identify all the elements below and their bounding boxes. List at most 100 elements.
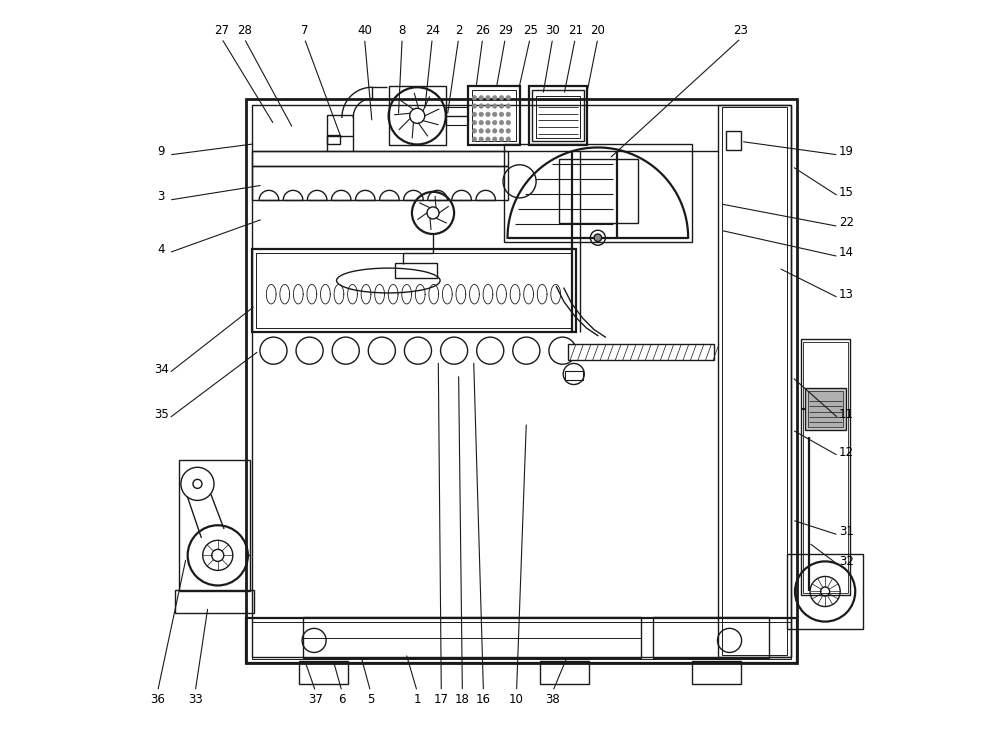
Bar: [472, 90, 516, 142]
Text: 16: 16: [476, 693, 491, 706]
Bar: [653, 617, 769, 658]
Bar: [468, 87, 520, 146]
Bar: [299, 661, 348, 684]
Text: 24: 24: [425, 24, 440, 37]
Circle shape: [499, 121, 504, 125]
Text: 22: 22: [839, 216, 854, 229]
Text: 8: 8: [398, 24, 406, 37]
Bar: [327, 135, 340, 144]
Bar: [722, 107, 787, 654]
Bar: [179, 460, 250, 591]
Circle shape: [472, 104, 477, 109]
Bar: [389, 87, 446, 146]
Text: 11: 11: [839, 408, 854, 421]
Bar: [303, 617, 641, 658]
Circle shape: [506, 96, 511, 100]
Circle shape: [486, 129, 490, 133]
Text: 31: 31: [839, 525, 854, 538]
Bar: [536, 97, 580, 138]
Text: 5: 5: [367, 693, 374, 706]
Bar: [246, 99, 797, 663]
Circle shape: [594, 234, 602, 241]
Bar: [252, 105, 791, 657]
Circle shape: [492, 137, 497, 142]
Text: 7: 7: [301, 24, 308, 37]
Bar: [175, 590, 254, 612]
Circle shape: [499, 129, 504, 133]
Bar: [252, 152, 508, 167]
Bar: [532, 90, 584, 142]
Circle shape: [479, 112, 483, 117]
Circle shape: [492, 112, 497, 117]
Bar: [805, 388, 846, 430]
Text: 13: 13: [839, 288, 854, 301]
Text: 19: 19: [839, 145, 854, 158]
Text: 30: 30: [545, 24, 560, 37]
Bar: [801, 339, 850, 595]
Text: 34: 34: [154, 363, 169, 376]
Circle shape: [486, 137, 490, 142]
Text: 6: 6: [338, 693, 346, 706]
Text: 38: 38: [545, 693, 560, 706]
Text: 25: 25: [523, 24, 538, 37]
Text: 20: 20: [590, 24, 605, 37]
Bar: [395, 262, 437, 277]
Circle shape: [499, 137, 504, 142]
Circle shape: [486, 112, 490, 117]
Bar: [787, 554, 863, 629]
Bar: [256, 253, 572, 328]
Circle shape: [479, 121, 483, 125]
Bar: [565, 371, 583, 380]
Circle shape: [492, 96, 497, 100]
Circle shape: [506, 121, 511, 125]
Bar: [327, 115, 353, 136]
Text: 27: 27: [214, 24, 229, 37]
Circle shape: [499, 104, 504, 109]
Bar: [252, 167, 508, 200]
Circle shape: [472, 129, 477, 133]
Text: 37: 37: [308, 693, 323, 706]
Text: 28: 28: [237, 24, 252, 37]
Bar: [540, 661, 589, 684]
Bar: [726, 131, 741, 150]
Text: 4: 4: [158, 243, 165, 256]
Circle shape: [499, 96, 504, 100]
Text: 10: 10: [509, 693, 524, 706]
Bar: [568, 344, 714, 360]
Text: 40: 40: [357, 24, 372, 37]
Circle shape: [499, 112, 504, 117]
Text: 9: 9: [158, 145, 165, 158]
Text: 29: 29: [498, 24, 513, 37]
Text: 2: 2: [455, 24, 462, 37]
Text: 1: 1: [413, 693, 421, 706]
Text: 3: 3: [158, 190, 165, 203]
Circle shape: [479, 104, 483, 109]
Text: 26: 26: [475, 24, 490, 37]
Bar: [504, 144, 692, 241]
Circle shape: [486, 121, 490, 125]
Circle shape: [472, 137, 477, 142]
Circle shape: [486, 104, 490, 109]
Circle shape: [479, 137, 483, 142]
Circle shape: [492, 129, 497, 133]
Bar: [803, 342, 848, 593]
Text: 12: 12: [839, 446, 854, 458]
Bar: [718, 105, 791, 657]
Text: 17: 17: [434, 693, 449, 706]
Text: 33: 33: [188, 693, 203, 706]
Bar: [252, 249, 576, 332]
Circle shape: [472, 96, 477, 100]
Bar: [808, 391, 843, 427]
Circle shape: [506, 129, 511, 133]
Circle shape: [506, 112, 511, 117]
Bar: [559, 159, 638, 222]
Circle shape: [506, 104, 511, 109]
Circle shape: [486, 96, 490, 100]
Bar: [529, 87, 587, 146]
Bar: [246, 618, 797, 663]
Circle shape: [506, 137, 511, 142]
Circle shape: [472, 112, 477, 117]
Bar: [692, 661, 741, 684]
Bar: [252, 621, 791, 659]
Text: 23: 23: [733, 24, 748, 37]
